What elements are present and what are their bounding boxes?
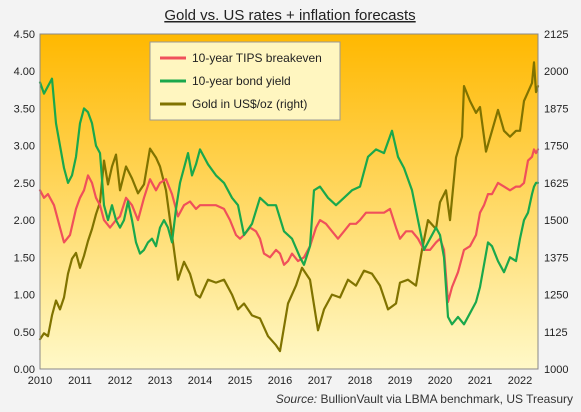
x-tick-label: 2020 — [428, 375, 452, 387]
source-text: BullionVault via LBMA benchmark, US Trea… — [317, 392, 573, 406]
right-tick-label: 2000 — [544, 66, 568, 78]
x-tick-label: 2019 — [388, 375, 412, 387]
source-label: Source: — [276, 392, 317, 406]
legend-label-bond: 10-year bond yield — [192, 74, 291, 88]
plot-frame — [39, 33, 539, 370]
series-line-bond-yield — [38, 77, 540, 326]
x-axis: 2010 2011 2012 2013 2014 2015 2016 2017 2018 2019… — [28, 375, 532, 387]
x-tick-label: 2013 — [148, 375, 172, 387]
x-tick-label: 2012 — [108, 375, 132, 387]
x-tick-label: 2022 — [508, 375, 532, 387]
legend-label-tips: 10-year TIPS breakeven — [192, 51, 322, 65]
right-tick-label: 1750 — [544, 141, 568, 153]
x-tick-label: 2015 — [228, 375, 252, 387]
left-tick-label: 1.00 — [14, 290, 35, 302]
left-tick-label: 4.50 — [14, 29, 35, 41]
right-axis: 1000 1125 1250 1375 1500 1625 1750 1875 2000 2125 — [544, 29, 568, 376]
legend-label-gold: Gold in US$/oz (right) — [192, 97, 307, 111]
right-tick-label: 1625 — [544, 178, 568, 190]
x-tick-label: 2011 — [68, 375, 92, 387]
left-tick-label: 2.50 — [14, 178, 35, 190]
series-layer — [38, 61, 540, 353]
x-tick-label: 2016 — [268, 375, 292, 387]
x-tick-label: 2014 — [188, 375, 212, 387]
left-tick-label: 4.00 — [14, 66, 35, 78]
right-tick-label: 1125 — [544, 327, 568, 339]
left-tick-label: 2.00 — [14, 215, 35, 227]
left-tick-label: 0.50 — [14, 327, 35, 339]
legend: 10-year TIPS breakeven 10-year bond yiel… — [149, 41, 341, 121]
x-tick-label: 2018 — [348, 375, 372, 387]
x-tick-label: 2017 — [308, 375, 332, 387]
x-tick-label: 2010 — [28, 375, 52, 387]
series-line-gold-price — [38, 61, 540, 353]
right-tick-label: 2125 — [544, 29, 568, 41]
chart-title: Gold vs. US rates + inflation forecasts — [164, 7, 415, 24]
right-tick-label: 1500 — [544, 215, 568, 227]
right-tick-label: 1375 — [544, 252, 568, 264]
right-tick-label: 1250 — [544, 290, 568, 302]
left-tick-label: 3.00 — [14, 141, 35, 153]
right-tick-label: 1875 — [544, 103, 568, 115]
left-tick-label: 1.50 — [14, 252, 35, 264]
left-tick-label: 0.00 — [14, 364, 35, 376]
left-tick-label: 3.50 — [14, 103, 35, 115]
source-note: Source: BullionVault via LBMA benchmark,… — [276, 392, 573, 406]
x-tick-label: 2021 — [468, 375, 492, 387]
left-axis: 0.00 0.50 1.00 1.50 2.00 2.50 3.00 3.50 4.00 4.50 — [14, 29, 35, 376]
right-tick-label: 1000 — [544, 364, 568, 376]
